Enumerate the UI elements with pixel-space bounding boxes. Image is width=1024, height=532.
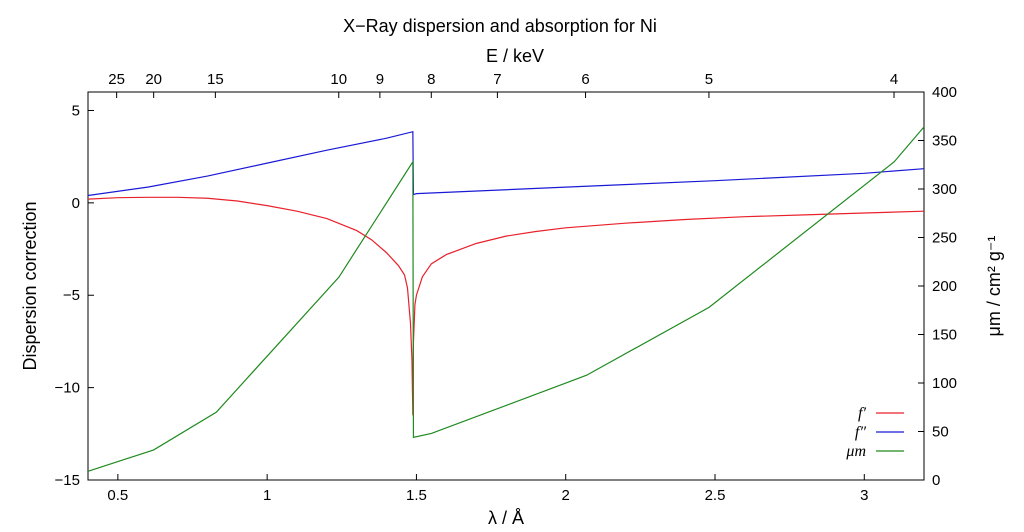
top-tick-label: 5 [705,71,713,88]
y2-tick-label: 150 [932,327,957,344]
top-tick-label: 6 [581,71,589,88]
series-layer [87,126,925,472]
chart-title: X−Ray dispersion and absorption for Ni [343,16,657,36]
x-tick-label: 2 [562,487,570,504]
legend-label: μm [845,443,866,460]
y2-tick-label: 0 [932,472,940,489]
legend: f′ f″ μm [845,405,904,460]
top-tick-label: 8 [427,71,435,88]
legend-label: f′ [858,405,866,422]
y2-tick-label: 200 [932,278,957,295]
y2-tick-label: 400 [932,84,957,101]
y2-tick-label: 350 [932,133,957,150]
top-tick-label: 9 [376,71,384,88]
top-tick-label: 20 [145,71,162,88]
top-tick-label: 7 [493,71,501,88]
x-tick-label: 2.5 [705,487,726,504]
y2-tick-label: 300 [932,181,957,198]
x-tick-label: 3 [860,487,868,504]
y2-tick-label: 50 [932,424,949,441]
y2-tick-label: 100 [932,375,957,392]
top-tick-label: 4 [890,71,898,88]
x-tick-label: 1 [263,487,271,504]
top-axis-title: E / keV [486,46,544,66]
y-tick-label: −10 [55,380,80,397]
y-tick-label: −15 [55,472,80,489]
x-axis-title: λ / Å [488,508,524,528]
top-tick-label: 10 [330,71,347,88]
y-tick-label: −5 [63,287,80,304]
series-line-2 [87,126,925,472]
y-tick-label: 5 [72,102,80,119]
series-line-0 [87,196,925,416]
tick-marks [88,91,924,481]
series-line-1 [87,130,925,197]
legend-label: f″ [855,424,866,441]
x-tick-label: 1.5 [406,487,427,504]
top-tick-label: 25 [108,71,125,88]
top-axis-title-text: E / keV [486,46,544,66]
y2-tick-label: 250 [932,230,957,247]
y-axis-title: Dispersion correction [20,201,40,370]
y2-axis-title: μm / cm² g⁻¹ [984,236,1004,337]
top-tick-label: 15 [207,71,224,88]
x-tick-label: 0.5 [107,487,128,504]
plot-frame [87,91,925,481]
y-tick-label: 0 [72,195,80,212]
tick-labels: 0.5 1 1.5 2 2.5 350−5−10−15 050100150200250300… [55,71,957,504]
